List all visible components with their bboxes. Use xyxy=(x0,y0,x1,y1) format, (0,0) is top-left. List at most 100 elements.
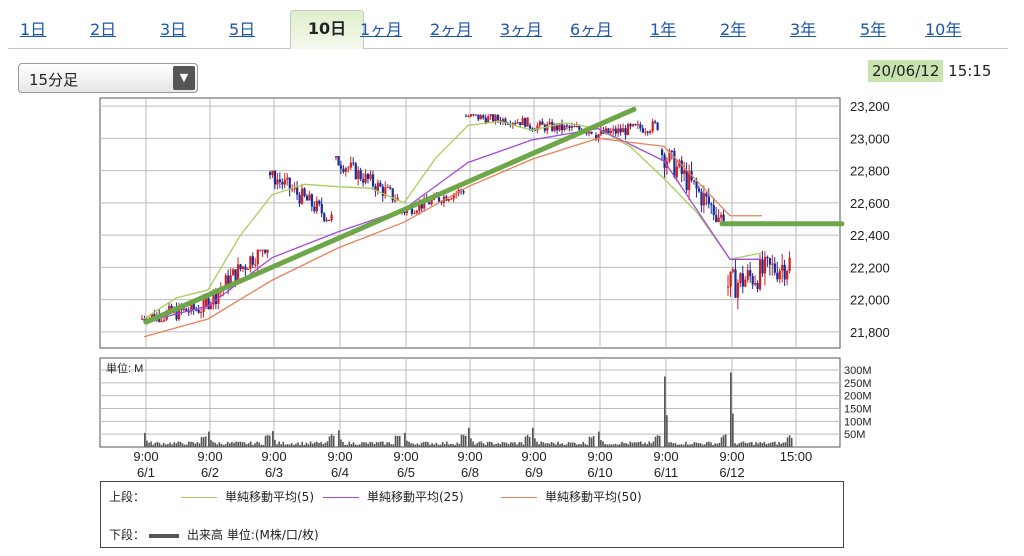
candle-body xyxy=(788,257,791,272)
candle-body xyxy=(556,124,559,131)
candle-body xyxy=(759,259,762,290)
volume-bar xyxy=(375,442,378,447)
candle-body xyxy=(437,197,441,202)
x-tick-time: 9:00 xyxy=(587,449,612,464)
volume-bar xyxy=(194,443,196,447)
tab-11[interactable]: 3年 xyxy=(790,20,817,39)
candle-body xyxy=(731,269,735,272)
volume-bar xyxy=(470,438,472,447)
volume-bar xyxy=(235,441,237,447)
candle-body xyxy=(386,187,389,189)
candle-body xyxy=(474,114,478,116)
volume-bar xyxy=(280,444,282,447)
volume-bar xyxy=(658,435,661,447)
volume-bar xyxy=(748,442,751,447)
volume-bar xyxy=(497,443,499,447)
volume-bar xyxy=(751,442,753,447)
tab-6[interactable]: 2ヶ月 xyxy=(430,20,473,39)
candle-body xyxy=(746,270,749,280)
tab-7[interactable]: 3ヶ月 xyxy=(500,20,543,39)
candle-body xyxy=(339,165,343,169)
candle-body xyxy=(281,181,284,185)
candle-body xyxy=(744,279,747,287)
tab-5[interactable]: 1ヶ月 xyxy=(360,20,403,39)
candle-body xyxy=(533,129,537,131)
candle-body xyxy=(301,188,304,204)
tab-2[interactable]: 3日 xyxy=(160,20,187,39)
volume-bar xyxy=(340,439,342,447)
candle-body xyxy=(501,118,505,123)
candle-body xyxy=(150,314,154,319)
tab-1[interactable]: 2日 xyxy=(90,20,117,39)
volume-bar xyxy=(169,442,171,447)
volume-bar xyxy=(295,443,297,447)
volume-bar xyxy=(373,444,376,447)
volume-bar xyxy=(732,413,734,447)
volume-bar xyxy=(718,442,721,447)
candle-body xyxy=(685,170,688,191)
volume-bar xyxy=(309,441,312,447)
candle-body xyxy=(354,163,357,179)
legend-entry-volume: 出来高 単位:(M株/口/枚) xyxy=(149,526,319,543)
volume-bar xyxy=(406,440,408,447)
volume-bar xyxy=(200,437,203,447)
tab-10[interactable]: 2年 xyxy=(720,20,747,39)
candle-body xyxy=(776,272,779,280)
volume-bar xyxy=(250,441,252,447)
volume-bar xyxy=(450,443,452,447)
volume-bar xyxy=(425,441,427,447)
candle-body xyxy=(715,215,718,223)
tab-3[interactable]: 5日 xyxy=(229,20,256,39)
interval-select[interactable]: 15分足 ▼ xyxy=(18,63,198,93)
volume-bar xyxy=(243,442,246,447)
x-tick-time: 9:00 xyxy=(327,449,352,464)
tab-0[interactable]: 1日 xyxy=(20,20,47,39)
candle-body xyxy=(190,302,193,312)
candle-body xyxy=(313,206,316,212)
volume-bar xyxy=(578,443,580,447)
candle-body xyxy=(700,191,703,206)
x-tick-date: 6/12 xyxy=(719,465,744,480)
volume-bar xyxy=(542,442,545,447)
volume-bar xyxy=(534,438,536,447)
tab-8[interactable]: 6ヶ月 xyxy=(570,20,613,39)
volume-bar xyxy=(165,444,167,447)
volume-bar xyxy=(672,443,674,447)
volume-bar xyxy=(290,443,293,447)
volume-bar xyxy=(536,441,538,447)
price-tick-label: 21,800 xyxy=(850,325,890,340)
x-tick-time: 15:00 xyxy=(780,449,813,464)
candle-body xyxy=(497,115,500,121)
tab-12[interactable]: 5年 xyxy=(860,20,887,39)
volume-bar xyxy=(369,441,372,447)
volume-bar xyxy=(167,444,169,447)
volume-bar xyxy=(359,444,361,447)
tab-9[interactable]: 1年 xyxy=(650,20,677,39)
volume-bar xyxy=(546,443,549,447)
volume-bar xyxy=(443,444,446,447)
volume-bar xyxy=(245,444,248,447)
volume-bar xyxy=(516,444,518,447)
volume-bar xyxy=(580,444,582,447)
candle-body xyxy=(702,193,706,206)
volume-bar xyxy=(720,437,723,447)
volume-bar xyxy=(231,442,233,447)
timestamp-time: 15:15 xyxy=(948,62,992,80)
volume-bar xyxy=(404,432,406,447)
candle-body xyxy=(710,204,713,206)
candle-body xyxy=(214,291,218,304)
volume-bar xyxy=(307,444,310,447)
volume-bar xyxy=(722,435,725,447)
candle-body xyxy=(362,179,365,183)
volume-bar xyxy=(278,441,280,447)
candle-body xyxy=(629,124,632,127)
volume-bar xyxy=(606,444,608,447)
tab-13[interactable]: 10年 xyxy=(925,20,962,39)
candle-body xyxy=(452,194,455,199)
volume-bar xyxy=(548,443,551,447)
volume-bar xyxy=(730,372,732,447)
volume-bar xyxy=(689,444,691,447)
volume-bar xyxy=(664,376,666,447)
tab-4[interactable]: 10日 xyxy=(290,10,364,49)
volume-bar xyxy=(380,441,382,447)
